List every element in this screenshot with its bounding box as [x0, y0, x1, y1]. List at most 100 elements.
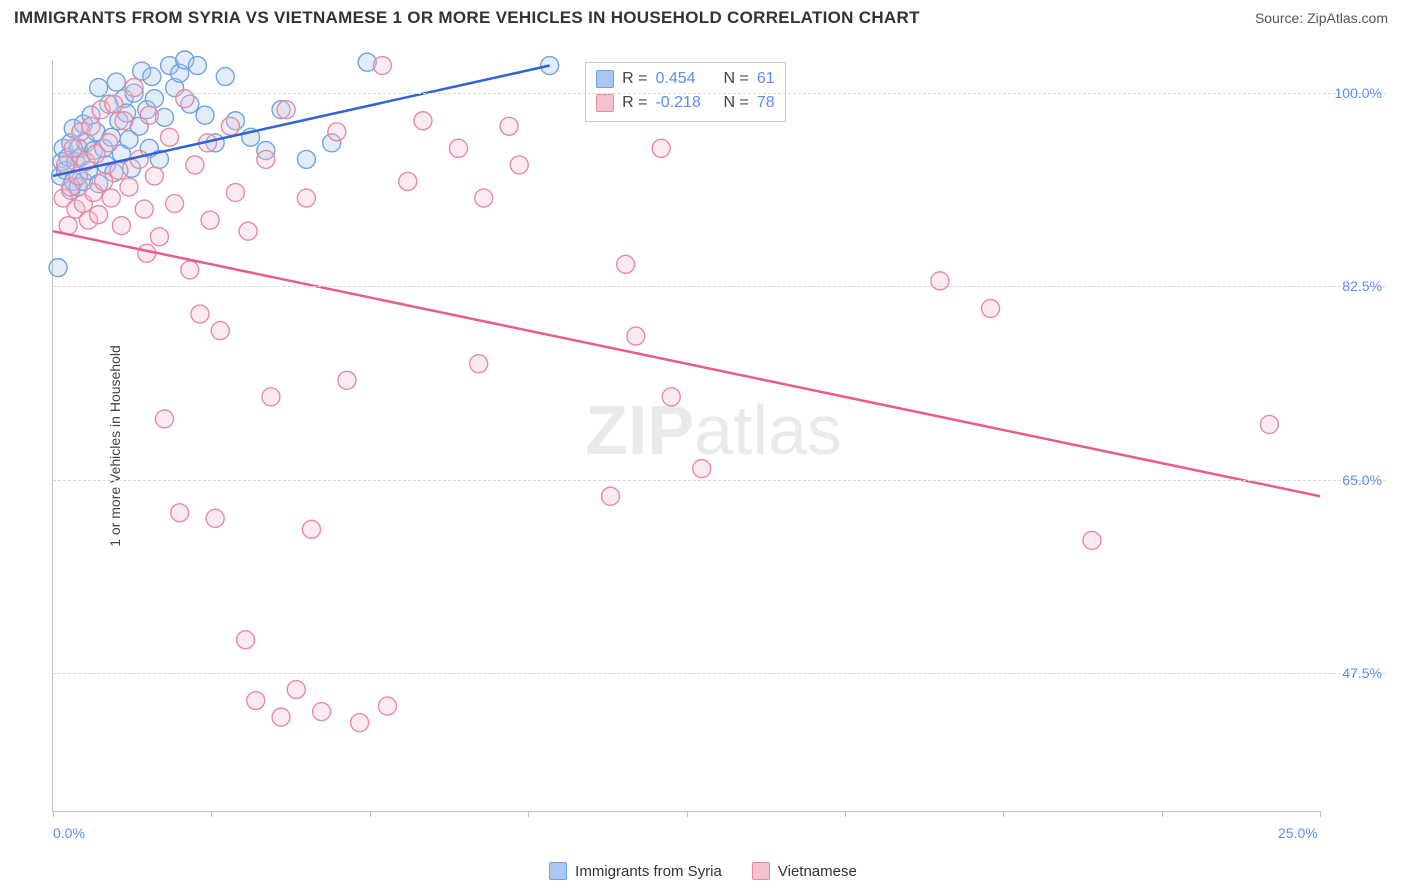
- data-point: [112, 217, 130, 235]
- y-tick-label: 100.0%: [1335, 85, 1382, 101]
- data-point: [399, 172, 417, 190]
- data-point: [107, 73, 125, 91]
- data-point: [449, 139, 467, 157]
- legend-n-label: N =: [723, 91, 748, 115]
- data-point: [49, 259, 67, 277]
- legend-r-label: R =: [622, 67, 647, 91]
- data-point: [105, 95, 123, 113]
- legend-n-value: 61: [757, 67, 775, 91]
- data-point: [297, 189, 315, 207]
- data-point: [287, 681, 305, 699]
- data-point: [145, 167, 163, 185]
- data-point: [100, 134, 118, 152]
- data-point: [1260, 415, 1278, 433]
- gridline: [53, 286, 1386, 287]
- plot-region: ZIPatlas R =0.454N =61R =-0.218N =78 47.…: [52, 60, 1320, 812]
- data-point: [161, 128, 179, 146]
- data-point: [328, 123, 346, 141]
- x-tick: [528, 811, 529, 817]
- data-point: [155, 410, 173, 428]
- x-tick: [845, 811, 846, 817]
- data-point: [102, 189, 120, 207]
- x-tick-label: 0.0%: [53, 825, 85, 841]
- gridline: [53, 93, 1386, 94]
- data-point: [617, 255, 635, 273]
- data-point: [500, 117, 518, 135]
- legend-swatch: [596, 94, 614, 112]
- data-point: [297, 150, 315, 168]
- data-point: [239, 222, 257, 240]
- legend-swatch: [752, 862, 770, 880]
- data-point: [110, 161, 128, 179]
- data-point: [171, 504, 189, 522]
- data-point: [541, 57, 559, 75]
- data-point: [181, 261, 199, 279]
- chart-area: ZIPatlas R =0.454N =61R =-0.218N =78 47.…: [44, 60, 1388, 840]
- x-tick: [1003, 811, 1004, 817]
- data-point: [652, 139, 670, 157]
- legend-label: Immigrants from Syria: [575, 863, 722, 880]
- data-point: [201, 211, 219, 229]
- data-point: [191, 305, 209, 323]
- data-point: [1083, 531, 1101, 549]
- legend-swatch: [596, 70, 614, 88]
- legend-label: Vietnamese: [778, 863, 857, 880]
- data-point: [510, 156, 528, 174]
- data-point: [262, 388, 280, 406]
- data-point: [211, 322, 229, 340]
- chart-title: IMMIGRANTS FROM SYRIA VS VIETNAMESE 1 OR…: [14, 8, 920, 28]
- title-bar: IMMIGRANTS FROM SYRIA VS VIETNAMESE 1 OR…: [0, 0, 1406, 32]
- data-point: [351, 714, 369, 732]
- data-point: [378, 697, 396, 715]
- x-tick: [1162, 811, 1163, 817]
- data-point: [338, 371, 356, 389]
- data-point: [216, 68, 234, 86]
- data-point: [982, 299, 1000, 317]
- data-point: [120, 178, 138, 196]
- data-point: [277, 101, 295, 119]
- x-tick: [687, 811, 688, 817]
- legend-r-value: 0.454: [655, 67, 715, 91]
- legend-n-label: N =: [723, 67, 748, 91]
- data-point: [662, 388, 680, 406]
- data-point: [188, 57, 206, 75]
- data-point: [302, 520, 320, 538]
- data-point: [247, 692, 265, 710]
- y-tick-label: 65.0%: [1342, 472, 1382, 488]
- data-point: [627, 327, 645, 345]
- data-point: [150, 228, 168, 246]
- x-tick: [211, 811, 212, 817]
- legend-swatch: [549, 862, 567, 880]
- data-point: [140, 106, 158, 124]
- x-tick-label: 25.0%: [1278, 825, 1318, 841]
- data-point: [257, 150, 275, 168]
- x-tick: [53, 811, 54, 817]
- legend-item: Vietnamese: [752, 862, 857, 880]
- data-point: [166, 195, 184, 213]
- data-point: [237, 631, 255, 649]
- data-point: [95, 172, 113, 190]
- legend-r-value: -0.218: [655, 91, 715, 115]
- source-label: Source: ZipAtlas.com: [1255, 10, 1388, 26]
- data-point: [601, 487, 619, 505]
- data-point: [272, 708, 290, 726]
- y-tick-label: 47.5%: [1342, 665, 1382, 681]
- data-point: [206, 509, 224, 527]
- series-legend: Immigrants from Syria Vietnamese: [0, 862, 1406, 880]
- data-point: [196, 106, 214, 124]
- data-point: [475, 189, 493, 207]
- data-point: [115, 112, 133, 130]
- legend-r-label: R =: [622, 91, 647, 115]
- legend-row: R = -0.218 N = 78: [596, 91, 774, 115]
- data-point: [414, 112, 432, 130]
- legend-n-value: 78: [757, 91, 775, 115]
- legend-row: R = 0.454 N = 61: [596, 67, 774, 91]
- legend-item: Immigrants from Syria: [549, 862, 722, 880]
- correlation-legend: R = 0.454 N = 61 R = -0.218 N = 78: [585, 62, 785, 122]
- data-point: [313, 703, 331, 721]
- data-point: [373, 57, 391, 75]
- data-point: [221, 117, 239, 135]
- gridline: [53, 480, 1386, 481]
- data-point: [82, 117, 100, 135]
- regression-line: [53, 231, 1320, 496]
